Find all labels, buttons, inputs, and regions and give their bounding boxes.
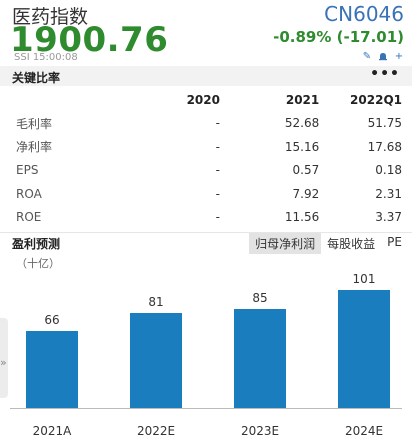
bar-value-label: 66 xyxy=(44,312,60,327)
x-axis-label: 2022E xyxy=(136,424,176,438)
ratio-label: 净利率 xyxy=(16,140,53,155)
ratio-value: - xyxy=(215,210,220,225)
alert-bell-icon[interactable] xyxy=(378,52,388,62)
ratios-header-row: 2020 2021 2022Q1 xyxy=(0,88,412,112)
ratio-col-header: 2021 xyxy=(285,92,320,107)
ratio-value: 0.18 xyxy=(375,163,402,178)
x-axis-label: 2021A xyxy=(32,424,72,438)
exchange-time: SSI 15:00:08 xyxy=(14,52,78,63)
table-row: ROA - 7.92 2.31 xyxy=(0,182,412,206)
ratios-table: 2020 2021 2022Q1 毛利率 - 52.68 51.75 净利率 -… xyxy=(0,88,412,229)
ratio-value: 51.75 xyxy=(367,116,402,131)
table-row: ROE - 11.56 3.37 xyxy=(0,206,412,230)
chart-bar[interactable] xyxy=(26,330,78,408)
index-price: 1900.76 xyxy=(10,20,169,60)
ratio-value: 17.68 xyxy=(367,139,402,154)
tab-pe[interactable]: PE xyxy=(387,235,402,249)
ratio-value: - xyxy=(215,139,220,154)
add-icon[interactable]: + xyxy=(394,51,404,62)
forecast-tabs: 归母净利润 每股收益 PE xyxy=(249,233,408,254)
price-change: -0.89% (-17.01) xyxy=(273,28,404,46)
chart-baseline xyxy=(10,408,402,409)
ratio-col-header: 2020 xyxy=(186,92,220,107)
x-axis-label: 2023E xyxy=(240,424,280,438)
ratio-value: - xyxy=(215,163,220,178)
ratio-value: 11.56 xyxy=(284,210,320,225)
chart-bar[interactable] xyxy=(234,308,286,408)
tab-eps[interactable]: 每股收益 xyxy=(327,237,376,251)
chart-bar[interactable] xyxy=(130,313,182,408)
ratio-label: ROA xyxy=(16,186,42,201)
index-title: 医药指数 xyxy=(12,6,89,28)
forecast-divider xyxy=(0,232,412,254)
header-icons: ✎ + xyxy=(362,52,404,62)
ratios-section-title: 关键比率 xyxy=(12,71,61,85)
forecast-section-title: 盈利预测 xyxy=(12,237,61,251)
ratio-value: 3.37 xyxy=(375,210,402,225)
table-row: 净利率 - 15.16 17.68 xyxy=(0,135,412,159)
bar-value-label: 85 xyxy=(252,290,268,305)
expand-chevron-icon[interactable]: » xyxy=(0,356,7,369)
ratio-value: 2.31 xyxy=(375,186,402,201)
tab-net-profit[interactable]: 归母净利润 xyxy=(249,233,322,254)
ratio-label: EPS xyxy=(16,163,39,178)
side-panel-handle[interactable] xyxy=(0,318,8,398)
ratio-label: 毛利率 xyxy=(16,116,53,131)
edit-icon[interactable]: ✎ xyxy=(362,51,372,62)
ratio-label: ROE xyxy=(16,210,42,225)
table-row: EPS - 0.57 0.18 xyxy=(0,159,412,183)
table-row: 毛利率 - 52.68 51.75 xyxy=(0,112,412,136)
ratio-value: - xyxy=(215,116,220,131)
x-axis-label: 2024E xyxy=(344,424,384,438)
ratio-value: 52.68 xyxy=(284,116,320,131)
index-code[interactable]: CN6046 xyxy=(324,2,404,26)
ratio-col-blank xyxy=(0,88,117,112)
ratios-header-bar xyxy=(0,66,412,86)
chart-unit-label: （十亿） xyxy=(16,257,60,270)
chart-bar[interactable] xyxy=(338,290,390,408)
more-menu-button[interactable]: ••• xyxy=(370,66,400,82)
bar-value-label: 81 xyxy=(148,295,164,310)
ratio-value: 7.92 xyxy=(292,186,320,201)
ratio-value: - xyxy=(215,186,220,201)
ratio-col-header: 2022Q1 xyxy=(350,92,402,107)
ratio-value: 0.57 xyxy=(292,163,320,178)
ratio-value: 15.16 xyxy=(284,139,320,154)
bar-value-label: 101 xyxy=(352,272,376,286)
